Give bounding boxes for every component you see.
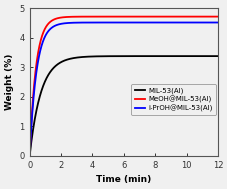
MIL-53(Al) <box>104 55 107 57</box>
MIL-53(Al) <box>28 155 31 157</box>
MeOH@MIL-53(Al) <box>216 15 218 18</box>
Line: MeOH@MIL-53(Al): MeOH@MIL-53(Al) <box>30 17 217 156</box>
MeOH@MIL-53(Al) <box>104 15 107 18</box>
i-PrOH@MIL-53(Al) <box>216 21 218 24</box>
MIL-53(Al) <box>216 55 218 57</box>
Line: i-PrOH@MIL-53(Al): i-PrOH@MIL-53(Al) <box>30 22 217 156</box>
i-PrOH@MIL-53(Al) <box>47 29 50 32</box>
MeOH@MIL-53(Al) <box>157 15 160 18</box>
Y-axis label: Weight (%): Weight (%) <box>5 54 14 110</box>
MIL-53(Al) <box>111 55 114 57</box>
MIL-53(Al) <box>47 73 50 75</box>
MeOH@MIL-53(Al) <box>47 22 50 24</box>
i-PrOH@MIL-53(Al) <box>174 21 177 24</box>
i-PrOH@MIL-53(Al) <box>28 155 31 157</box>
i-PrOH@MIL-53(Al) <box>157 21 160 24</box>
MIL-53(Al) <box>178 55 180 57</box>
MeOH@MIL-53(Al) <box>178 15 180 18</box>
X-axis label: Time (min): Time (min) <box>96 175 151 184</box>
i-PrOH@MIL-53(Al) <box>104 21 107 24</box>
i-PrOH@MIL-53(Al) <box>111 21 114 24</box>
MeOH@MIL-53(Al) <box>28 155 31 157</box>
Legend: MIL-53(Al), MeOH@MIL-53(Al), i-PrOH@MIL-53(Al): MIL-53(Al), MeOH@MIL-53(Al), i-PrOH@MIL-… <box>131 84 215 115</box>
MeOH@MIL-53(Al) <box>174 15 177 18</box>
MIL-53(Al) <box>174 55 177 57</box>
Line: MIL-53(Al): MIL-53(Al) <box>30 56 217 156</box>
i-PrOH@MIL-53(Al) <box>178 21 180 24</box>
MIL-53(Al) <box>157 55 160 57</box>
MeOH@MIL-53(Al) <box>111 15 114 18</box>
